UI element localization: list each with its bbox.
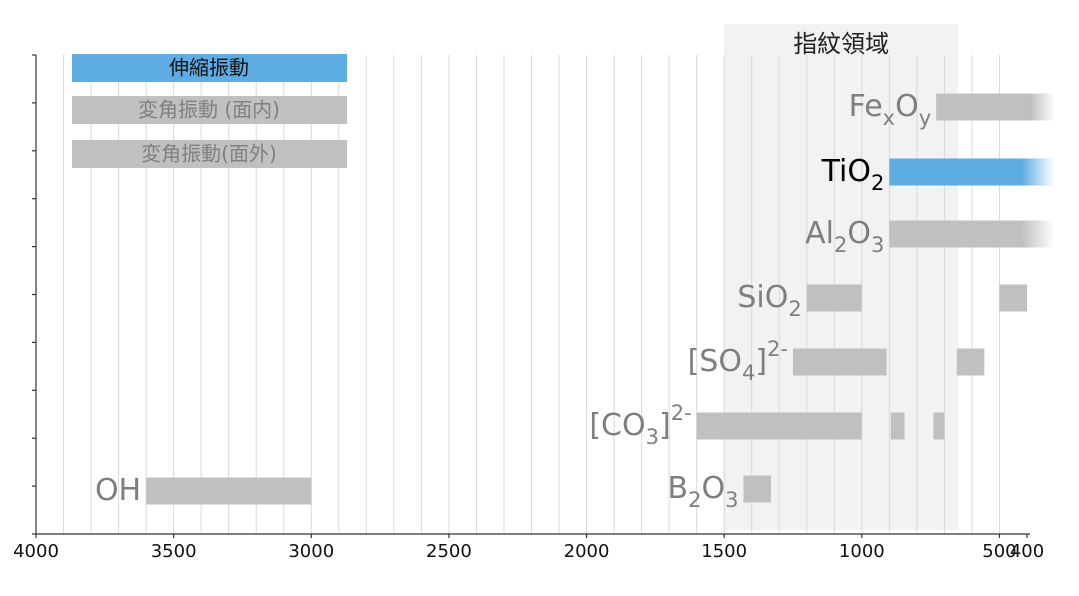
range-bar: [889, 220, 1055, 248]
label-part: ]: [755, 344, 767, 379]
label-part: 2: [788, 297, 801, 321]
row-label: OH: [95, 473, 141, 508]
row-label: [SO4]2-: [688, 337, 788, 385]
row-label: Al2O3: [805, 216, 884, 258]
row-label: B2O3: [667, 471, 738, 513]
range-bar: [999, 284, 1027, 312]
row-label: [CO3]2-: [589, 401, 691, 449]
x-tick-label: 3000: [288, 541, 334, 562]
x-tick-label: 400: [1010, 541, 1044, 562]
range-bar: [146, 477, 312, 505]
label-part: [SO: [688, 344, 742, 379]
x-tick-label: 1000: [839, 541, 885, 562]
label-part: O: [895, 89, 919, 124]
label-part: ]: [659, 408, 671, 443]
label-part: 3: [871, 233, 884, 257]
label-part: 3: [725, 488, 738, 512]
legend-label: 伸縮振動: [169, 56, 249, 80]
x-tick-label: 500: [982, 541, 1016, 562]
region-label: 指紋領域: [793, 30, 889, 58]
label-part: 2-: [671, 401, 692, 425]
range-bar: [806, 284, 862, 312]
range-bar: [936, 93, 1055, 121]
range-bar: [956, 348, 985, 376]
label-part: SiO: [737, 280, 788, 315]
x-tick-label: 3500: [151, 541, 197, 562]
label-part: OH: [95, 473, 141, 508]
label-part: B: [667, 471, 688, 506]
label-part: 3: [646, 425, 659, 449]
legend-label: 変角振動 (面内): [138, 98, 280, 122]
range-bar: [793, 348, 887, 376]
label-part: 2: [688, 488, 701, 512]
label-part: 4: [742, 361, 755, 385]
row-label: TiO2: [821, 154, 885, 196]
label-part: 2: [834, 233, 847, 257]
legend-label: 変角振動(面外): [141, 142, 277, 166]
range-bar: [889, 158, 1055, 186]
range-bar: [933, 412, 945, 440]
label-part: Fe: [849, 89, 883, 124]
label-part: O: [701, 471, 725, 506]
range-bar: [890, 412, 905, 440]
label-part: TiO: [821, 154, 871, 189]
legend-swatch: [72, 140, 347, 168]
label-part: y: [919, 106, 931, 130]
label-part: 2-: [767, 337, 788, 361]
label-part: [CO: [589, 408, 645, 443]
x-tick-label: 1500: [701, 541, 747, 562]
range-bar: [696, 412, 862, 440]
label-part: Al: [805, 216, 834, 251]
region: [724, 24, 959, 530]
range-bar: [743, 475, 771, 503]
legend-swatch: [72, 96, 347, 124]
x-tick-label: 2500: [426, 541, 472, 562]
x-tick-label: 2000: [564, 541, 610, 562]
row-label: FexOy: [849, 89, 932, 131]
label-part: 2: [871, 171, 884, 195]
legend-swatch: [72, 54, 347, 82]
x-tick-label: 4000: [13, 541, 59, 562]
label-part: O: [847, 216, 871, 251]
label-part: x: [883, 106, 895, 130]
row-label: SiO2: [737, 280, 801, 322]
